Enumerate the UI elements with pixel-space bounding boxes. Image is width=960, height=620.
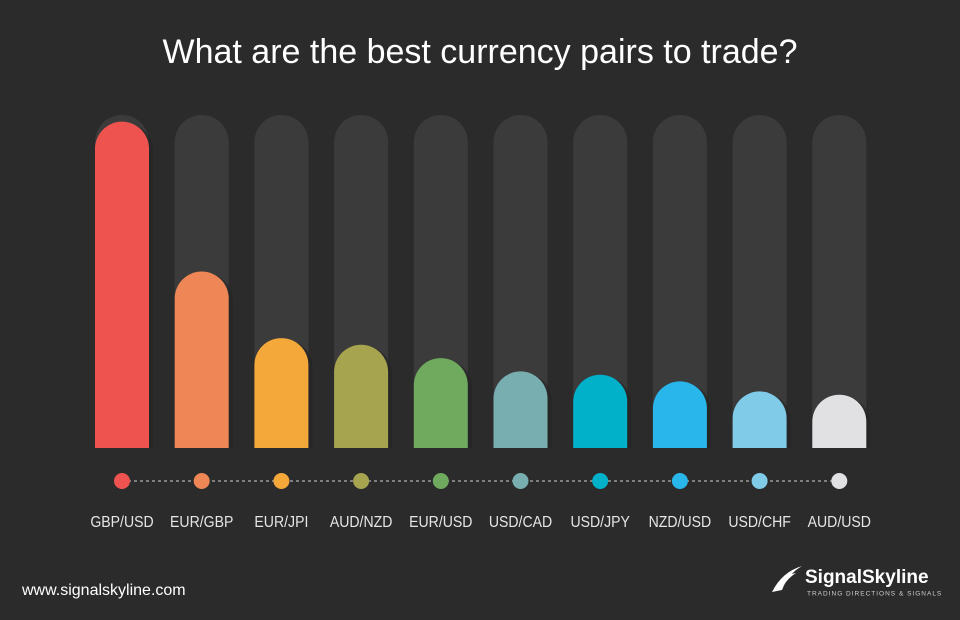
category-dot (751, 473, 768, 489)
category-dot (592, 473, 609, 489)
bar (334, 344, 389, 448)
x-tick-label: EUR/GBP (170, 513, 233, 531)
bar-track (493, 115, 548, 448)
x-tick-label: EUR/USD (409, 513, 472, 531)
category-dot (512, 473, 529, 489)
category-dot (114, 473, 130, 489)
logo-brand: SignalSkyline (805, 567, 929, 588)
x-tick-label: EUR/JPI (254, 513, 308, 531)
x-tick-label: AUD/NZD (330, 513, 393, 531)
bar (732, 391, 787, 448)
bar-track (812, 115, 867, 448)
chart-title: What are the best currency pairs to trad… (163, 33, 798, 71)
logo-tagline: TRADING DIRECTIONS & SIGNALS (807, 591, 942, 598)
category-dot (671, 473, 688, 489)
category-dot (831, 473, 848, 489)
bar (812, 394, 867, 448)
x-tick-label: GBP/USD (90, 513, 153, 531)
x-tick-label: USD/CAD (489, 513, 552, 531)
x-tick-label: AUD/USD (808, 513, 871, 531)
category-dot (273, 473, 290, 489)
bar (174, 271, 229, 448)
footer-url: www.signalskyline.com (21, 582, 186, 599)
bar-track (732, 115, 787, 448)
bar (413, 358, 468, 448)
category-dot (193, 473, 210, 489)
bar (493, 371, 548, 448)
category-dot (353, 473, 370, 489)
bar-track (573, 115, 628, 448)
x-tick-label: USD/CHF (728, 513, 791, 531)
logo: SignalSkyline TRADING DIRECTIONS & SIGNA… (772, 566, 942, 598)
bar (573, 374, 628, 448)
x-tick-label: USD/JPY (570, 513, 629, 531)
logo-icon (772, 566, 802, 592)
bar (652, 381, 707, 448)
x-tick-label: NZD/USD (649, 513, 712, 531)
bar (95, 121, 149, 448)
category-dot (432, 473, 449, 489)
bar (254, 338, 309, 448)
bar-track (652, 115, 707, 448)
